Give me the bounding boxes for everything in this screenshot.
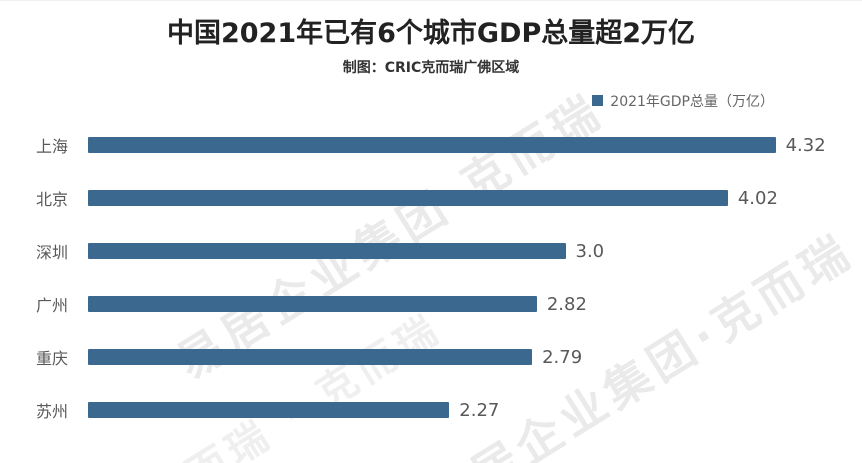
category-label: 广州 [36, 296, 69, 316]
category-label: 北京 [36, 190, 69, 210]
bar-track: 3.0 [88, 225, 852, 278]
chart-row: 深圳 3.0 [36, 225, 852, 278]
chart-row: 北京 4.02 [36, 172, 852, 225]
bar [88, 137, 776, 154]
value-label: 2.79 [542, 346, 583, 368]
bar [88, 296, 537, 313]
bar-track: 2.82 [88, 278, 852, 331]
legend-label: 2021年GDP总量（万亿） [610, 93, 774, 110]
bar-track: 2.79 [88, 331, 852, 384]
chart-rows: 上海 4.32 北京 4.02 深圳 3.0 广州 2.82 重庆 2.79 苏州 2.27 [36, 119, 852, 437]
bar [88, 402, 450, 419]
category-label: 深圳 [36, 243, 69, 263]
chart-title: 中国2021年已有6个城市GDP总量超2万亿 [166, 18, 696, 49]
value-label: 3.0 [575, 240, 605, 262]
bar [88, 349, 533, 366]
bar [88, 190, 728, 207]
chart-row: 广州 2.82 [36, 278, 852, 331]
bar-track: 4.32 [88, 119, 852, 172]
chart-header: 中国2021年已有6个城市GDP总量超2万亿 制图：CRIC克而瑞广佛区域 [0, 1, 862, 77]
value-label: 4.32 [785, 134, 826, 156]
category-label: 上海 [36, 137, 69, 157]
bar [88, 243, 566, 260]
chart-row: 重庆 2.79 [36, 331, 852, 384]
chart-row: 苏州 2.27 [36, 384, 852, 437]
category-label: 重庆 [36, 349, 69, 369]
bar-track: 2.27 [88, 384, 852, 437]
chart-subtitle: 制图：CRIC克而瑞广佛区域 [342, 59, 520, 76]
bar-chart: 上海 4.32 北京 4.02 深圳 3.0 广州 2.82 重庆 2.79 苏州 2.27 [0, 119, 862, 437]
value-label: 2.82 [546, 293, 587, 315]
value-label: 4.02 [737, 187, 778, 209]
category-label: 苏州 [36, 402, 69, 422]
legend-marker-icon [592, 95, 604, 107]
value-label: 2.27 [459, 399, 500, 421]
bar-track: 4.02 [88, 172, 852, 225]
chart-row: 上海 4.32 [36, 119, 852, 172]
legend: 2021年GDP总量（万亿） [0, 91, 862, 111]
